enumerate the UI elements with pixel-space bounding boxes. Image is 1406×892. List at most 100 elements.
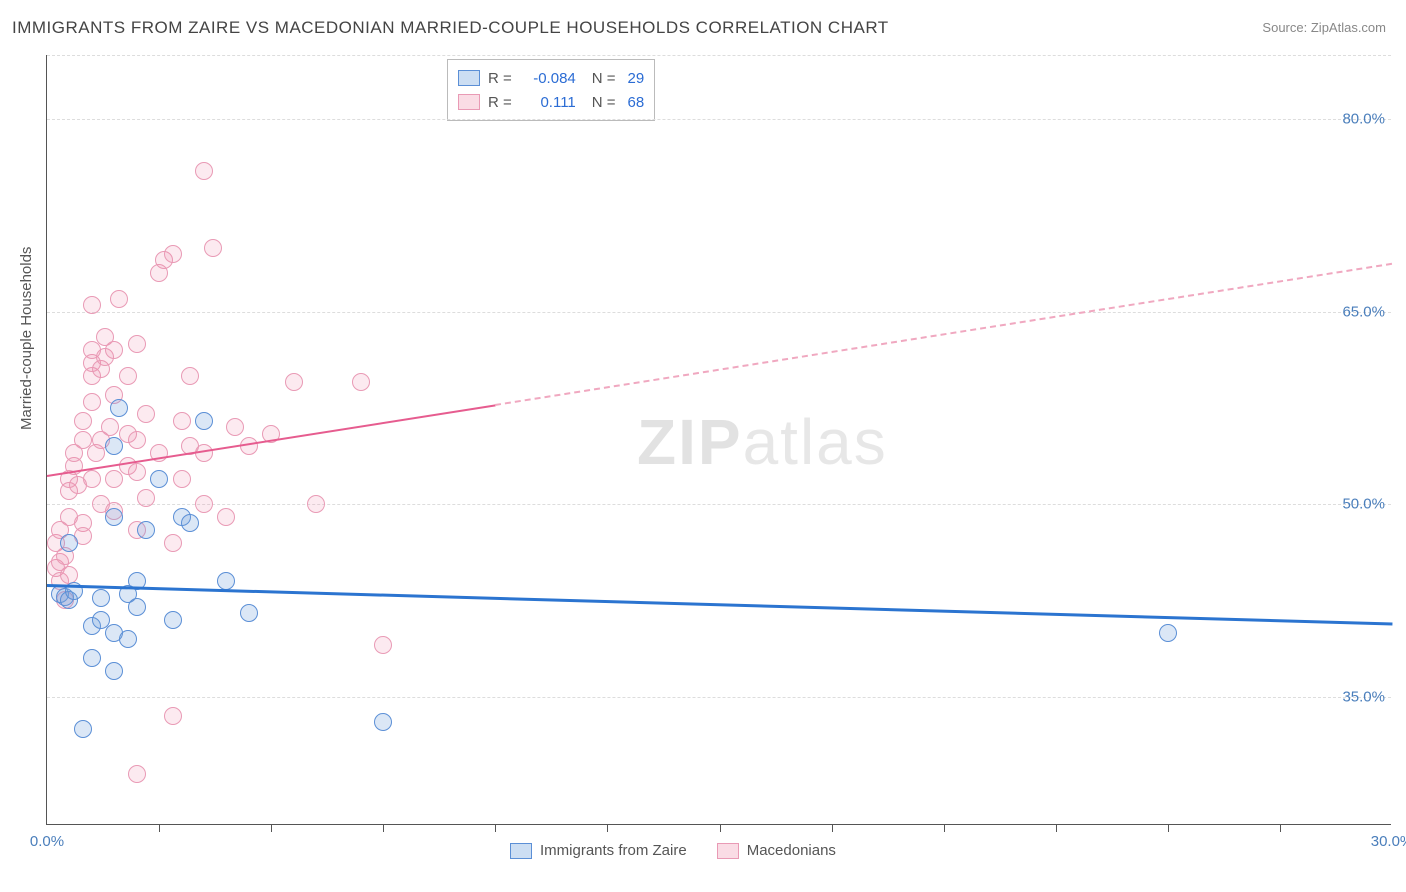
x-tick (720, 824, 721, 832)
scatter-point (110, 290, 128, 308)
legend-row-pink: R = 0.111 N = 68 (458, 90, 644, 114)
x-tick (383, 824, 384, 832)
scatter-point (374, 636, 392, 654)
scatter-point (195, 162, 213, 180)
scatter-point (128, 765, 146, 783)
scatter-point (164, 534, 182, 552)
scatter-point (137, 521, 155, 539)
n-value-blue: 29 (628, 70, 645, 87)
scatter-point (83, 649, 101, 667)
gridline-horizontal (47, 504, 1391, 505)
x-tick-label: 0.0% (30, 833, 64, 850)
scatter-point (195, 412, 213, 430)
scatter-point (105, 437, 123, 455)
scatter-point (128, 431, 146, 449)
scatter-point (128, 463, 146, 481)
y-axis-label: Married-couple Households (18, 247, 35, 430)
y-tick-label: 35.0% (1342, 688, 1385, 705)
trend-line (495, 263, 1392, 406)
scatter-point (74, 720, 92, 738)
swatch-blue (458, 70, 480, 86)
gridline-horizontal (47, 119, 1391, 120)
scatter-point (105, 341, 123, 359)
gridline-horizontal (47, 697, 1391, 698)
scatter-point (137, 489, 155, 507)
scatter-point (83, 470, 101, 488)
scatter-point (119, 367, 137, 385)
swatch-pink (717, 843, 739, 859)
scatter-point (150, 470, 168, 488)
legend-item-pink: Macedonians (717, 842, 836, 859)
x-tick-label: 30.0% (1371, 833, 1406, 850)
scatter-point (60, 566, 78, 584)
scatter-point (217, 572, 235, 590)
x-tick (1280, 824, 1281, 832)
scatter-point (307, 495, 325, 513)
x-tick (159, 824, 160, 832)
legend-row-blue: R = -0.084 N = 29 (458, 66, 644, 90)
scatter-point (285, 373, 303, 391)
x-tick (1056, 824, 1057, 832)
legend-item-blue: Immigrants from Zaire (510, 842, 687, 859)
legend-label-blue: Immigrants from Zaire (540, 842, 687, 859)
n-label: N = (592, 70, 616, 87)
scatter-point (181, 367, 199, 385)
scatter-point (226, 418, 244, 436)
correlation-legend: R = -0.084 N = 29 R = 0.111 N = 68 (447, 59, 655, 121)
scatter-point (173, 412, 191, 430)
x-tick (495, 824, 496, 832)
y-tick-label: 65.0% (1342, 303, 1385, 320)
scatter-point (105, 508, 123, 526)
scatter-point (128, 598, 146, 616)
y-tick-label: 80.0% (1342, 111, 1385, 128)
gridline-horizontal (47, 55, 1391, 56)
watermark-light: atlas (743, 406, 888, 478)
scatter-point (164, 245, 182, 263)
r-value-blue: -0.084 (520, 70, 576, 87)
source-label: Source: (1262, 20, 1307, 35)
watermark: ZIPatlas (637, 405, 888, 479)
scatter-point (119, 630, 137, 648)
scatter-point (101, 418, 119, 436)
scatter-point (217, 508, 235, 526)
scatter-point (240, 604, 258, 622)
r-label: R = (488, 94, 512, 111)
scatter-point (164, 707, 182, 725)
source-link[interactable]: ZipAtlas.com (1311, 20, 1386, 35)
x-tick (832, 824, 833, 832)
scatter-point (240, 437, 258, 455)
y-tick-label: 50.0% (1342, 496, 1385, 513)
x-tick (944, 824, 945, 832)
scatter-point (181, 514, 199, 532)
n-value-pink: 68 (628, 94, 645, 111)
scatter-point (60, 534, 78, 552)
scatter-point (105, 662, 123, 680)
scatter-point (173, 470, 191, 488)
scatter-point (164, 611, 182, 629)
chart-title: IMMIGRANTS FROM ZAIRE VS MACEDONIAN MARR… (12, 18, 889, 38)
swatch-blue (510, 843, 532, 859)
scatter-point (83, 393, 101, 411)
scatter-point (92, 589, 110, 607)
chart-plot-area: ZIPatlas R = -0.084 N = 29 R = 0.111 N =… (46, 55, 1391, 825)
scatter-point (1159, 624, 1177, 642)
x-tick (271, 824, 272, 832)
scatter-point (83, 296, 101, 314)
scatter-point (74, 412, 92, 430)
gridline-horizontal (47, 312, 1391, 313)
n-label: N = (592, 94, 616, 111)
x-tick (1168, 824, 1169, 832)
r-value-pink: 0.111 (520, 94, 576, 111)
watermark-bold: ZIP (637, 406, 743, 478)
scatter-point (352, 373, 370, 391)
swatch-pink (458, 94, 480, 110)
scatter-point (204, 239, 222, 257)
legend-label-pink: Macedonians (747, 842, 836, 859)
scatter-point (110, 399, 128, 417)
scatter-point (374, 713, 392, 731)
scatter-point (128, 335, 146, 353)
series-legend: Immigrants from Zaire Macedonians (510, 842, 836, 859)
scatter-point (137, 405, 155, 423)
source-attribution: Source: ZipAtlas.com (1262, 20, 1386, 35)
x-tick (607, 824, 608, 832)
